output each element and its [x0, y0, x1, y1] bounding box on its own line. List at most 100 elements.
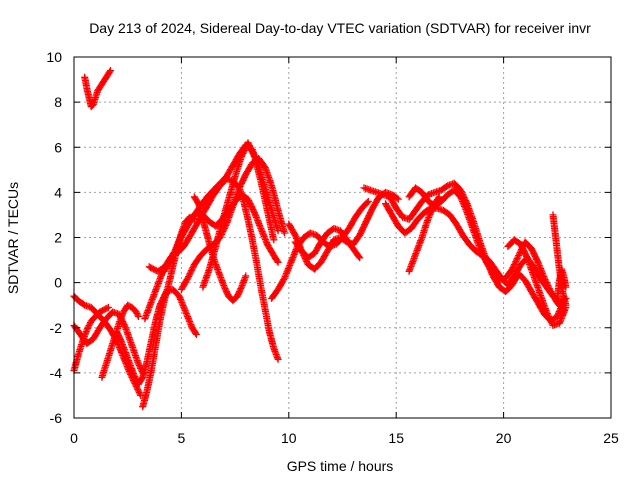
data-point [250, 209, 258, 217]
data-point [545, 314, 553, 322]
data-point [533, 257, 541, 265]
data-point [85, 322, 93, 329]
data-point [132, 374, 140, 382]
data-point [126, 360, 134, 368]
y-tick-label: 0 [54, 275, 62, 291]
data-point [240, 173, 248, 181]
data-point [393, 194, 401, 202]
data-point [258, 226, 265, 234]
data-point [290, 252, 297, 260]
data-point [270, 236, 278, 244]
x-tick-label: 10 [281, 430, 297, 446]
data-point [363, 199, 371, 206]
data-point [558, 313, 566, 321]
data-point [235, 184, 243, 192]
data-point [546, 316, 554, 323]
data-point [481, 255, 489, 263]
data-point [545, 285, 553, 293]
data-point [188, 265, 196, 273]
data-point [535, 260, 543, 268]
data-point [184, 274, 192, 282]
data-point [562, 301, 570, 309]
data-point [174, 241, 182, 249]
data-point [533, 255, 540, 263]
data-point [177, 234, 185, 241]
data-point [238, 152, 245, 160]
data-point [121, 347, 129, 355]
data-series-arc-5 [98, 301, 142, 381]
data-series-arc-20 [405, 193, 443, 275]
data-point [510, 262, 518, 270]
data-point [544, 282, 552, 290]
data-point [223, 289, 231, 297]
data-point [562, 283, 570, 291]
y-axis-label: SDTVAR / TECUs [5, 182, 21, 294]
data-point [284, 266, 292, 274]
data-point [282, 269, 290, 277]
data-point [178, 232, 186, 240]
data-point [543, 308, 551, 316]
data-point [136, 390, 144, 398]
data-series-arc-1 [81, 67, 114, 111]
data-point [180, 305, 188, 313]
data-point [247, 201, 255, 209]
data-point [511, 259, 519, 267]
data-point [192, 329, 200, 337]
data-point [543, 279, 551, 287]
data-point [528, 246, 536, 254]
data-point [153, 284, 160, 292]
data-point [115, 333, 123, 341]
data-point [248, 203, 256, 211]
x-axis-label: GPS time / hours [287, 458, 394, 474]
x-tick-label: 15 [388, 430, 404, 446]
data-point [244, 195, 252, 203]
data-point [508, 265, 516, 273]
data-point [246, 143, 254, 151]
data-point [179, 302, 187, 310]
data-point [233, 292, 241, 300]
data-point [248, 204, 256, 212]
data-point [121, 322, 129, 330]
data-point [559, 310, 567, 318]
data-point [234, 291, 242, 299]
data-point [362, 218, 370, 226]
data-point [240, 148, 248, 156]
y-tick-label: 8 [54, 94, 62, 110]
data-point [134, 360, 142, 368]
data-point [285, 263, 293, 271]
data-point [114, 330, 122, 338]
data-point [367, 207, 375, 215]
data-series-arc-16 [291, 225, 364, 262]
data-point [476, 245, 484, 253]
data-point [170, 249, 178, 256]
data-point [545, 313, 553, 320]
data-point [170, 250, 177, 258]
data-point [104, 303, 112, 311]
data-point [103, 304, 111, 312]
data-point [148, 295, 156, 303]
data-point [408, 261, 415, 269]
data-point [273, 257, 281, 265]
data-point [509, 264, 517, 272]
data-point [357, 228, 365, 236]
data-point [360, 222, 368, 230]
data-point [238, 283, 245, 291]
tick-labels: 0 5 10 15 20 25 -6 -4 -2 0 2 4 6 8 10 [46, 49, 619, 446]
data-point [461, 202, 468, 210]
data-point [255, 220, 263, 228]
data-point [361, 219, 369, 227]
data-point [480, 252, 488, 260]
data-point [366, 210, 374, 218]
data-point [253, 215, 261, 223]
data-point [259, 229, 267, 237]
data-point [538, 268, 546, 276]
data-point [530, 249, 538, 257]
data-point [256, 223, 264, 231]
data-point [240, 146, 248, 154]
data-point [176, 237, 184, 244]
data-point [478, 249, 486, 257]
data-point [513, 255, 521, 263]
x-tick-label: 20 [496, 430, 512, 446]
data-point [514, 253, 522, 261]
